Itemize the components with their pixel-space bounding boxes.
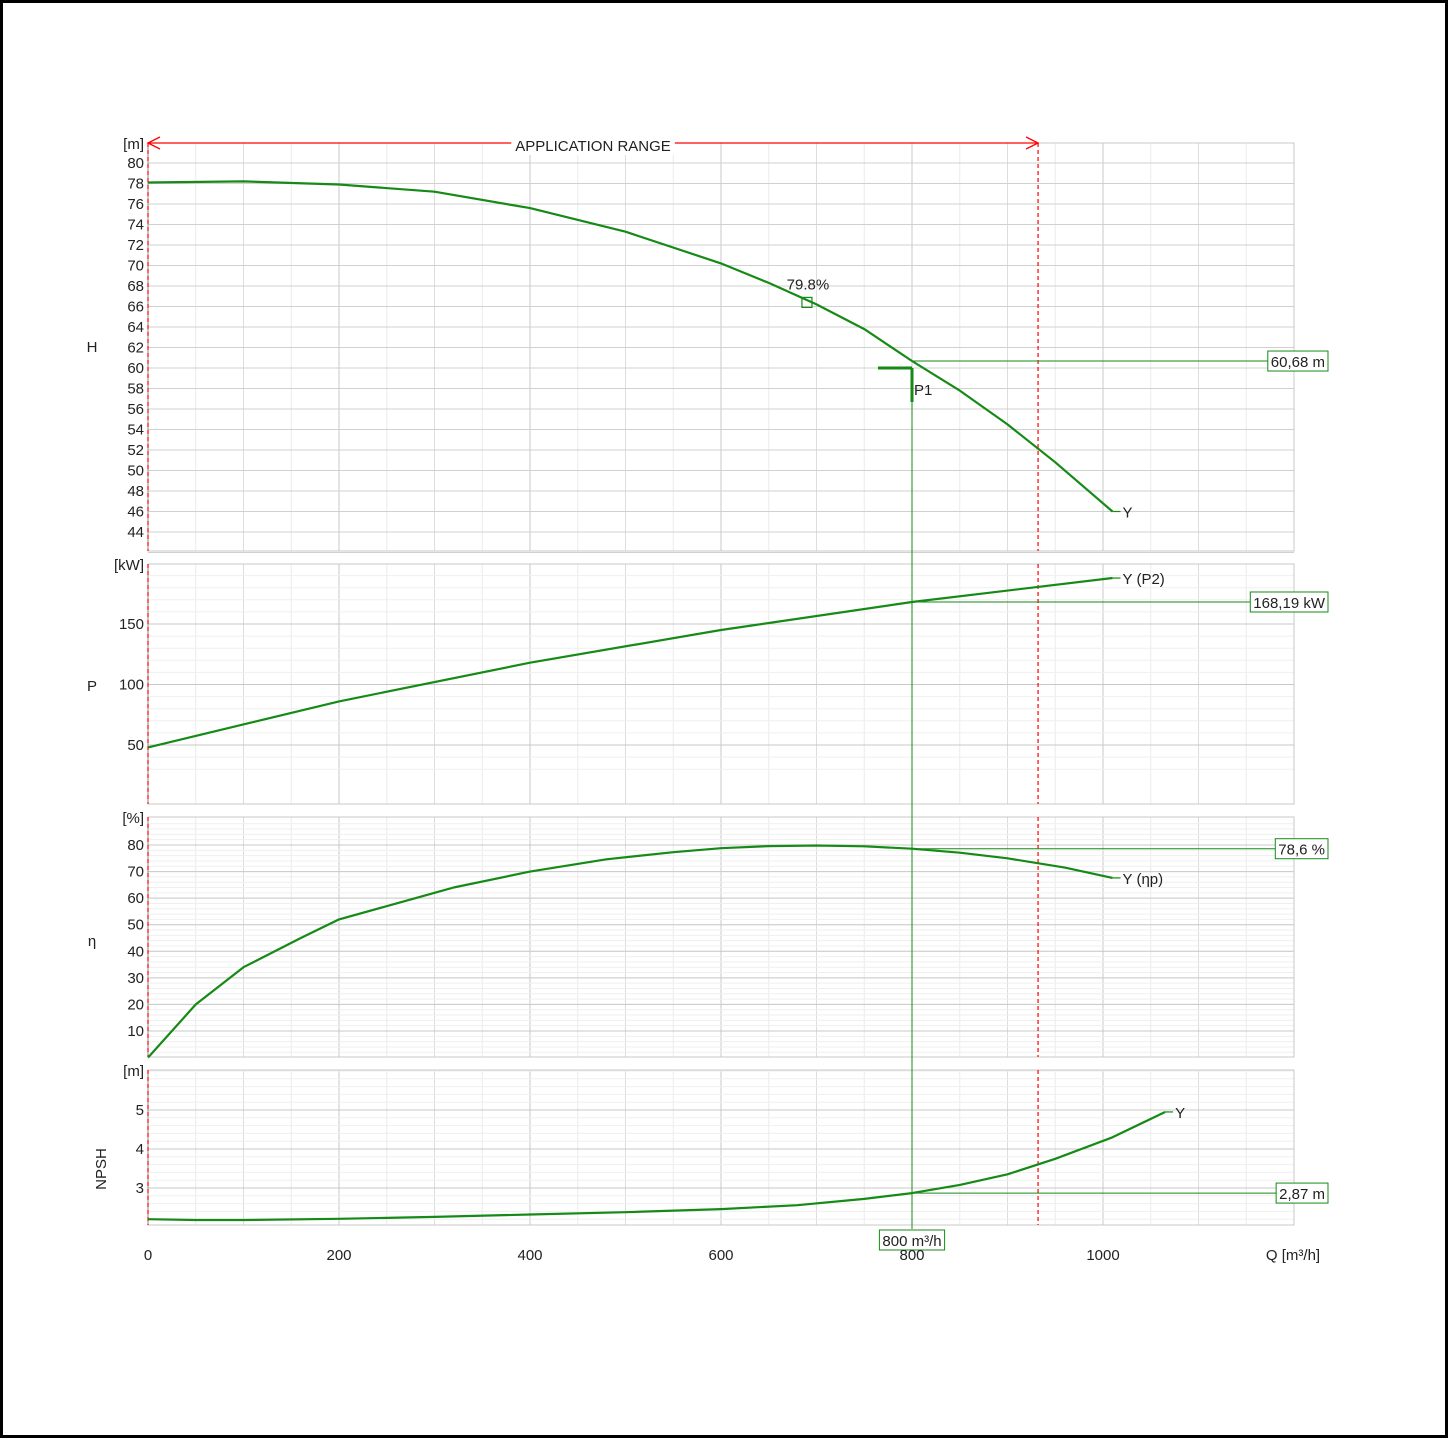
y-unit-label: [%] <box>122 810 144 827</box>
y-tick-label: 3 <box>136 1180 144 1197</box>
y-tick-label: 20 <box>127 996 144 1013</box>
op-value-label: 78,6 % <box>1278 842 1325 859</box>
bep-label: 79.8% <box>787 276 830 293</box>
application-range-arrowhead-right <box>1025 136 1040 150</box>
application-range-label-bg <box>511 131 675 155</box>
y-tick-label: 40 <box>127 943 144 960</box>
panel-efficiency <box>147 816 1329 1059</box>
x-tick-label: 200 <box>326 1247 351 1264</box>
op-value-label: 60,68 m <box>1271 354 1325 371</box>
x-tick-label: 800 <box>899 1247 924 1264</box>
x-tick-label: 0 <box>144 1247 152 1264</box>
y-tick-label: 60 <box>127 890 144 907</box>
y-tick-label: 58 <box>127 381 144 398</box>
series-line <box>147 1111 1166 1222</box>
x-tick-label: 1000 <box>1086 1247 1119 1264</box>
application-range-label: APPLICATION RANGE <box>515 138 671 155</box>
op-q-label: 800 m³/h <box>882 1233 941 1250</box>
y-tick-label: 70 <box>127 864 144 881</box>
y-tick-label: 80 <box>127 155 144 172</box>
y-tick-label: 52 <box>127 442 144 459</box>
op-value-box <box>1249 591 1329 613</box>
y-tick-label: 50 <box>127 737 144 754</box>
y-tick-label: 62 <box>127 340 144 357</box>
y-unit-label: [m] <box>123 136 144 153</box>
y-tick-label: 46 <box>127 504 144 521</box>
y-tick-label: 54 <box>127 422 144 439</box>
y-tick-label: 4 <box>136 1141 144 1158</box>
y-tick-label: 48 <box>127 483 144 500</box>
y-tick-label: 68 <box>127 278 144 295</box>
y-tick-label: 70 <box>127 258 144 275</box>
op-point-label: P1 <box>914 382 932 399</box>
y-tick-label: 76 <box>127 196 144 213</box>
y-tick-label: 30 <box>127 970 144 987</box>
op-q-box <box>878 1229 946 1251</box>
y-axis-label: P <box>87 678 97 695</box>
series-end-label: Y (P2) <box>1123 571 1165 588</box>
y-tick-label: 56 <box>127 401 144 418</box>
y-axis-label: NPSH <box>93 1148 110 1190</box>
y-tick-label: 64 <box>127 319 144 336</box>
y-unit-label: [m] <box>123 1063 144 1080</box>
op-value-box <box>1274 838 1329 860</box>
op-value-box <box>1275 1182 1329 1204</box>
y-tick-label: 60 <box>127 360 144 377</box>
y-tick-label: 80 <box>127 837 144 854</box>
y-tick-label: 72 <box>127 237 144 254</box>
op-value-label: 168,19 kW <box>1253 595 1326 612</box>
series-line <box>147 844 1113 1059</box>
pump-curve-chart: 44464850525456586062646668707274767880[m… <box>87 131 1329 1264</box>
y-tick-label: 150 <box>119 616 144 633</box>
y-tick-label: 66 <box>127 299 144 316</box>
y-tick-label: 74 <box>127 217 144 234</box>
y-unit-label: [kW] <box>114 557 144 574</box>
series-line <box>147 180 1114 513</box>
y-tick-label: 10 <box>127 1023 144 1040</box>
x-tick-label: 600 <box>708 1247 733 1264</box>
op-value-box <box>1267 350 1329 372</box>
y-tick-label: 5 <box>136 1102 144 1119</box>
series-end-label: Y (ηp) <box>1123 871 1164 888</box>
y-tick-label: 78 <box>127 176 144 193</box>
x-axis-label: Q [m³/h] <box>1266 1247 1320 1264</box>
y-tick-label: 50 <box>127 917 144 934</box>
y-tick-label: 50 <box>127 463 144 480</box>
y-tick-label: 44 <box>127 524 144 541</box>
y-tick-label: 100 <box>119 677 144 694</box>
y-axis-label: η <box>88 933 96 950</box>
panel-head <box>147 142 1329 553</box>
op-value-label: 2,87 m <box>1279 1186 1325 1203</box>
panel-npsh <box>147 1069 1329 1226</box>
bep-marker <box>801 296 813 308</box>
application-range-arrowhead-left <box>146 136 161 150</box>
series-end-label: Y <box>1123 505 1133 522</box>
series-line <box>147 576 1113 749</box>
series-end-label: Y <box>1175 1105 1185 1122</box>
panel-power <box>147 563 1329 805</box>
x-tick-label: 400 <box>517 1247 542 1264</box>
y-axis-label: H <box>87 339 98 356</box>
